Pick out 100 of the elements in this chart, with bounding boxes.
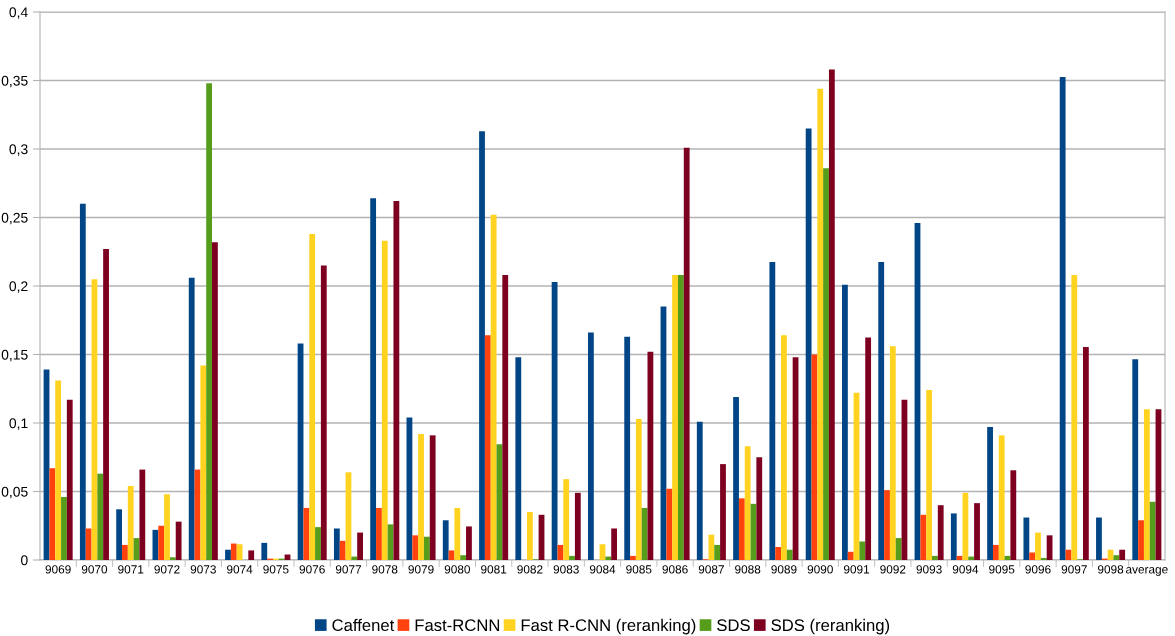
bar	[66, 399, 73, 560]
x-tick-label: 9091	[843, 565, 870, 574]
x-tick-label: 9082	[517, 565, 543, 574]
bar	[672, 275, 678, 560]
bar	[206, 83, 213, 560]
x-tick-label: 9089	[771, 565, 797, 574]
bar	[974, 503, 980, 560]
bar	[889, 346, 896, 560]
bar	[188, 277, 195, 560]
legend-label: Fast R-CNN (reranking)	[521, 618, 696, 635]
bar	[502, 275, 509, 560]
bar	[569, 555, 575, 560]
bar	[563, 479, 570, 560]
x-tick-label: 9084	[589, 565, 616, 574]
bar	[769, 262, 776, 560]
x-tick-label: 9097	[1061, 565, 1087, 574]
bar	[926, 390, 933, 560]
bar	[756, 457, 763, 560]
x-tick-label: 9088	[735, 565, 761, 574]
bar	[466, 526, 472, 560]
bar	[733, 396, 739, 560]
y-tick-label: 0,35	[1, 75, 28, 88]
x-tick-label: 9078	[372, 565, 398, 574]
bar	[351, 556, 358, 560]
bar	[842, 284, 848, 560]
bar	[212, 242, 218, 560]
bar	[605, 556, 612, 560]
x-tick-label: 9074	[227, 565, 253, 574]
bar	[484, 335, 491, 560]
bar	[574, 492, 581, 560]
bar	[261, 542, 268, 560]
bar	[1071, 275, 1078, 560]
bar	[1096, 517, 1102, 560]
x-tick-label: 9072	[154, 565, 180, 574]
bar	[683, 147, 690, 560]
x-tick-label: 9085	[626, 565, 652, 574]
bar	[97, 473, 104, 560]
bar	[1059, 77, 1066, 560]
y-tick-label: 0,3	[9, 144, 28, 156]
bar	[370, 198, 377, 560]
bar	[714, 544, 721, 560]
bar	[987, 427, 993, 560]
bar	[381, 240, 388, 560]
bar	[158, 525, 165, 560]
bar	[79, 203, 86, 560]
bar	[1046, 535, 1053, 560]
x-tick-label: 9076	[299, 565, 325, 574]
legend-label: SDS (reranking)	[771, 618, 890, 635]
bar	[320, 265, 327, 560]
bar	[805, 128, 812, 560]
bar	[460, 555, 467, 560]
bar	[339, 540, 346, 560]
bar	[1119, 549, 1126, 560]
bar	[611, 528, 618, 560]
x-tick-label: 9090	[807, 565, 833, 574]
x-tick-label: 9086	[662, 565, 688, 574]
bar	[248, 550, 255, 560]
bar	[992, 544, 999, 560]
bar	[103, 249, 109, 560]
legend-label: SDS	[717, 619, 750, 632]
bar	[720, 464, 726, 560]
bar	[315, 527, 321, 560]
x-tick-label: 9093	[916, 565, 942, 574]
bar	[696, 421, 703, 560]
bar	[677, 275, 684, 560]
bar	[708, 534, 715, 560]
bar	[865, 337, 872, 560]
x-tick-label: 9098	[1097, 565, 1124, 574]
bar	[624, 336, 631, 560]
bar	[127, 486, 134, 560]
x-tick-label: 9071	[118, 565, 144, 574]
bar	[847, 551, 854, 560]
bar	[515, 357, 522, 560]
bar	[418, 433, 424, 560]
x-tick-label: 9092	[880, 565, 906, 574]
x-tick-label: 9083	[553, 565, 579, 574]
bar	[169, 557, 176, 560]
bar	[937, 505, 944, 560]
bar	[781, 335, 787, 560]
bar	[412, 535, 419, 560]
bar	[587, 332, 594, 560]
x-tick-label: 9095	[989, 565, 1015, 574]
bar	[236, 544, 243, 560]
x-tick-label: 9080	[444, 565, 471, 574]
x-tick-label: 9081	[481, 565, 507, 574]
bar	[423, 536, 430, 560]
y-tick-label: 0,05	[1, 486, 28, 499]
bar	[333, 528, 340, 560]
bar	[61, 496, 67, 560]
bar	[49, 468, 56, 560]
x-tick-label: 9096	[1025, 565, 1051, 574]
bar	[920, 514, 927, 560]
bar	[454, 507, 461, 560]
y-tick-label: 0,2	[9, 281, 28, 293]
bar	[527, 512, 533, 560]
bar	[744, 446, 751, 560]
bar	[630, 555, 636, 560]
x-tick-label: 9073	[190, 565, 216, 574]
bar	[1132, 359, 1139, 560]
bar	[823, 168, 829, 560]
